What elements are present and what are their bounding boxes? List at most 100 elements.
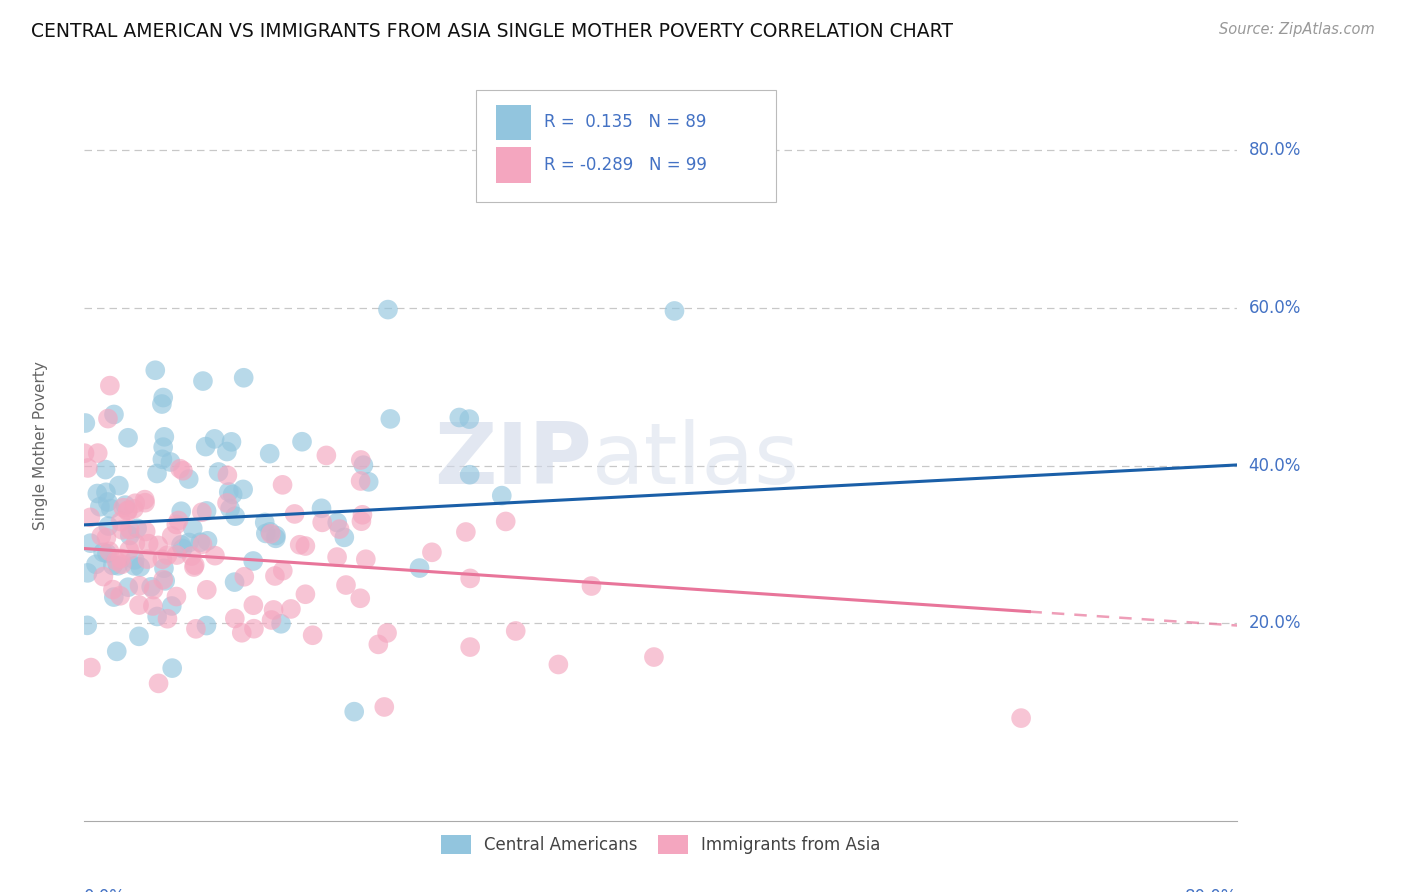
Point (352, 458, 374, 472)
Point (110, 551, 132, 566)
Point (146, 538, 169, 552)
Point (172, 464, 194, 478)
Text: 80.0%: 80.0% (1185, 888, 1237, 892)
Point (146, 467, 169, 481)
Point (156, 548, 179, 562)
Point (408, 561, 430, 575)
Point (172, 541, 194, 556)
Point (110, 515, 132, 529)
Point (177, 535, 200, 549)
Point (118, 543, 141, 558)
Point (128, 579, 150, 593)
Point (97, 411, 120, 425)
Point (89, 500, 111, 514)
Point (117, 580, 139, 594)
Point (169, 461, 191, 475)
Point (76, 566, 98, 580)
Point (264, 532, 287, 546)
Point (153, 574, 176, 588)
Point (197, 533, 219, 548)
Point (160, 599, 183, 613)
Text: ZIP: ZIP (434, 419, 592, 502)
Point (148, 676, 170, 690)
Point (449, 410, 471, 425)
Point (224, 509, 246, 524)
Point (221, 487, 243, 501)
Point (153, 430, 176, 444)
Point (1010, 711, 1032, 725)
Point (103, 408, 125, 422)
Point (135, 524, 157, 539)
Point (259, 447, 281, 461)
Text: 0.0%: 0.0% (84, 888, 127, 892)
Point (93, 569, 115, 583)
Point (294, 539, 316, 553)
Point (315, 449, 337, 463)
Point (204, 432, 226, 446)
Point (184, 622, 207, 636)
Point (150, 452, 173, 467)
Point (76, 461, 98, 475)
Point (224, 611, 246, 625)
Point (260, 613, 283, 627)
Point (367, 637, 389, 651)
Point (180, 549, 202, 563)
Point (263, 603, 285, 617)
Point (100, 501, 122, 516)
Point (311, 501, 333, 516)
Point (101, 558, 124, 573)
Point (191, 374, 214, 388)
Point (259, 524, 281, 539)
Point (165, 517, 187, 532)
Point (253, 516, 276, 530)
Point (159, 455, 181, 469)
Point (117, 431, 139, 445)
Point (326, 550, 349, 565)
Point (108, 589, 131, 603)
Point (170, 538, 193, 552)
Point (170, 504, 193, 518)
Point (350, 453, 373, 467)
Bar (496, 104, 530, 140)
Point (333, 530, 356, 544)
Point (118, 523, 141, 537)
Point (284, 507, 307, 521)
Point (80, 660, 103, 674)
Point (166, 548, 188, 562)
Point (150, 552, 173, 566)
Point (122, 501, 145, 516)
Text: 80.0%: 80.0% (1249, 141, 1301, 160)
Point (243, 622, 266, 636)
Point (242, 599, 264, 613)
Point (329, 522, 352, 536)
Point (90, 529, 112, 543)
Text: 40.0%: 40.0% (1249, 457, 1301, 475)
Point (181, 521, 204, 535)
Point (288, 538, 311, 552)
Point (79, 536, 101, 550)
Point (103, 590, 125, 604)
Point (136, 552, 159, 566)
Point (177, 472, 200, 486)
Point (184, 558, 207, 573)
Point (128, 598, 150, 612)
Point (124, 496, 146, 510)
Point (107, 558, 129, 573)
Point (101, 582, 124, 597)
Point (124, 536, 146, 550)
Point (97, 495, 120, 509)
Point (195, 504, 218, 518)
Point (94, 462, 117, 476)
Bar (496, 147, 530, 183)
Point (491, 489, 513, 503)
Point (160, 529, 183, 543)
Point (124, 558, 146, 573)
Point (76, 618, 98, 632)
Point (134, 496, 156, 510)
Point (242, 554, 264, 568)
Point (231, 625, 253, 640)
Point (349, 591, 371, 606)
Point (294, 587, 316, 601)
Point (271, 564, 294, 578)
Point (380, 412, 402, 426)
